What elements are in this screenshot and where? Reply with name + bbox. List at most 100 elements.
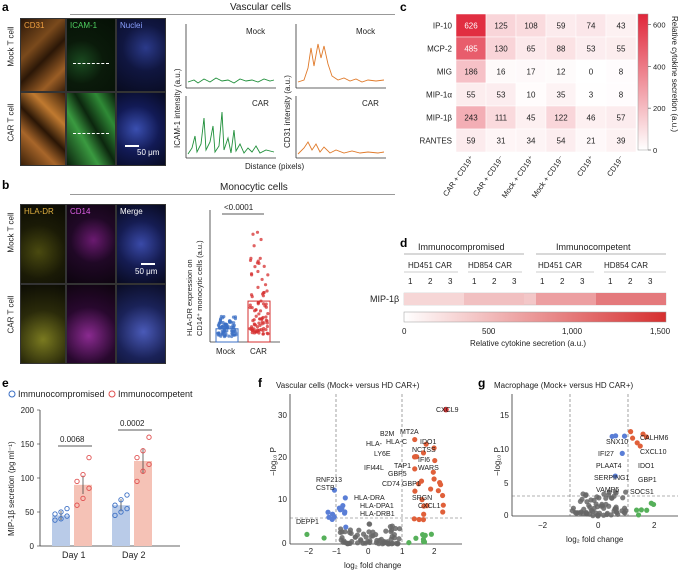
- g-gene-label: VAMP5: [596, 487, 619, 494]
- heatmap-cell-value: 17: [527, 68, 536, 77]
- g-point-down: [619, 450, 625, 456]
- f-gene-label: IFI44L: [364, 465, 384, 472]
- panel-d-tick-2: 1,000: [562, 327, 583, 336]
- heatmap-cell-value: 485: [464, 45, 478, 54]
- f-point-down: [342, 509, 348, 515]
- f-point-ns: [391, 531, 398, 538]
- f-point-up: [421, 503, 427, 509]
- panel-a-label: a: [2, 0, 9, 14]
- f-point-down: [339, 505, 345, 511]
- panel-b-point-car: [262, 326, 266, 331]
- f-point-ns: [379, 541, 386, 547]
- heatmap-cell-value: 8: [619, 91, 624, 100]
- panel-a-row-mock: Mock T cell: [6, 26, 16, 67]
- f-point-ns: [356, 527, 362, 533]
- panel-a-divider: [70, 14, 395, 15]
- micrograph-icam1-car: [66, 92, 116, 166]
- panel-b-point-car: [256, 300, 260, 305]
- f-point-ns: [396, 536, 402, 542]
- g-point-fc: [633, 507, 640, 513]
- heatmap-cell-value: 57: [617, 114, 626, 123]
- panel-b-point-car: [266, 312, 270, 316]
- panel-e-point: [86, 485, 92, 491]
- channel-label-hladr: HLA-DR: [24, 207, 54, 216]
- panel-a-row-car: CAR T cell: [6, 103, 16, 142]
- g-point-fc: [638, 507, 644, 513]
- g-point-ns: [623, 489, 629, 495]
- panel-b-point-car: [262, 264, 266, 268]
- g-point-ns: [570, 505, 576, 511]
- f-gene-label: HLA-: [366, 441, 383, 448]
- f-ytick-2: 20: [278, 453, 287, 462]
- panel-d-strip-seg-1: [404, 293, 464, 305]
- panel-b-point-car: [257, 317, 262, 321]
- g-point-up: [640, 431, 646, 437]
- f-gene-label: IFI6: [418, 457, 430, 464]
- f-gene-label: DEPP1: [296, 519, 319, 526]
- panel-c-label: c: [400, 0, 407, 14]
- g-point-ns: [620, 495, 626, 501]
- g-point-ns: [594, 504, 601, 510]
- scale-bar-b: [141, 263, 155, 265]
- heatmap-cell-value: 59: [557, 22, 566, 31]
- micrograph-hladr-mock: HLA-DR: [20, 204, 66, 284]
- panel-e-label: e: [2, 376, 9, 390]
- panel-b-point-mock: [217, 333, 221, 337]
- g-ytick-2: 10: [500, 445, 509, 454]
- f-gene-label: CXCL9: [436, 407, 459, 414]
- g-point-ns: [595, 513, 601, 519]
- f-point-up: [421, 511, 427, 517]
- f-point-fc: [406, 540, 412, 546]
- f-point-ns: [395, 540, 401, 547]
- heatmap-cell-value: 31: [497, 137, 506, 146]
- f-point-up: [412, 488, 418, 494]
- heatmap-cell-value: 12: [557, 68, 566, 77]
- f-point-down: [342, 495, 348, 501]
- heatmap-cell-value: 0: [589, 68, 594, 77]
- f-xtick-4: 2: [432, 547, 437, 556]
- micrograph-icam1-mock: ICAM-1: [66, 18, 116, 92]
- panel-f-title: Vascular cells (Mock+ versus HD CAR+): [276, 381, 420, 390]
- panel-d-replicate: 3: [448, 277, 453, 286]
- scale-bar-label: 50 μm: [137, 148, 160, 157]
- panel-b-point-car: [248, 305, 252, 310]
- f-gene-label: LY6E: [374, 451, 391, 458]
- panel-b-point-car: [252, 309, 257, 313]
- panel-f-volcano: Vascular cells (Mock+ versus HD CAR+) −l…: [269, 381, 462, 570]
- panel-b-point-car: [255, 261, 260, 265]
- g-ytick-0: 0: [504, 511, 509, 520]
- f-point-up: [412, 436, 418, 443]
- heatmap-cell-value: 34: [527, 137, 536, 146]
- f-point-ns: [366, 529, 372, 535]
- panel-b-section-title: Monocytic cells: [220, 182, 288, 193]
- legend-competent: Immunocompetent: [118, 389, 193, 399]
- f-gene-label: IDO1: [420, 439, 436, 446]
- panel-b-point-mock: [218, 326, 222, 330]
- panel-b-point-car: [257, 321, 261, 325]
- panel-e-ytick-label: 200: [21, 406, 35, 415]
- panel-g-xlabel: log₂ fold change: [566, 535, 624, 544]
- panel-e-point: [140, 448, 146, 454]
- panel-d-replicate: 3: [512, 277, 517, 286]
- g-point-ns: [588, 497, 594, 503]
- heatmap-cell-value: 45: [527, 114, 536, 123]
- panel-e-point: [118, 497, 124, 503]
- f-point-ns: [366, 521, 373, 527]
- f-gene-label: NCTSS: [412, 447, 436, 454]
- panel-e-bar-competent: [134, 461, 152, 546]
- panel-d-label: d: [400, 236, 408, 250]
- panel-e-point: [64, 513, 70, 519]
- g-ytick-1: 5: [504, 479, 509, 488]
- panel-b-point-car: [262, 321, 266, 325]
- panel-b-point-car: [254, 314, 258, 318]
- panel-b-point-mock: [221, 331, 226, 335]
- heatmap-cell-value: 8: [619, 68, 624, 77]
- panel-b-point-car: [259, 237, 263, 242]
- panel-b-point-car: [253, 323, 258, 327]
- panel-e-cat-day2: Day 2: [122, 550, 146, 560]
- f-point-ns: [370, 529, 376, 535]
- heatmap-col-label: CD19⁻: [605, 154, 626, 178]
- heatmap-col-label: CAR + CD19⁻: [471, 154, 506, 198]
- panel-d-colorbar: [403, 311, 667, 323]
- g-point-ns: [596, 495, 602, 501]
